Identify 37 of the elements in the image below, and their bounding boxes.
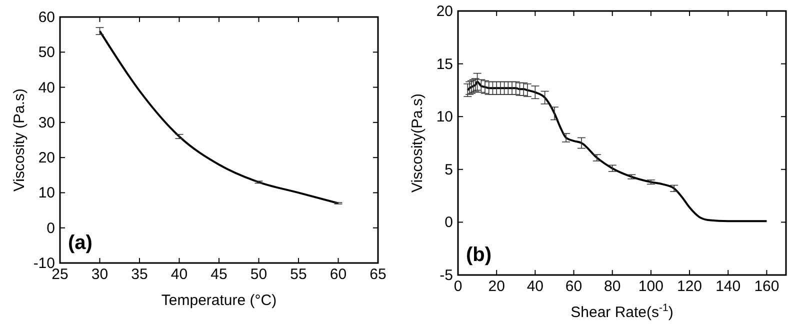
- y-tick-label: 0: [444, 214, 453, 232]
- x-tick-label: 20: [488, 278, 505, 295]
- y-tick-label: 20: [436, 3, 453, 20]
- x-tick-label: 140: [716, 278, 741, 295]
- line-series: [466, 80, 768, 222]
- x-tick-label: 65: [370, 266, 386, 283]
- x-tick-label: 100: [638, 278, 664, 295]
- x-tick-label: 40: [526, 278, 544, 295]
- y-axis-title: Viscosity(Pa.s): [409, 94, 426, 192]
- annotation: (a): [68, 232, 92, 254]
- y-tick-label: 0: [46, 220, 55, 237]
- x-tick-label: 40: [170, 266, 188, 283]
- x-tick-label: 160: [754, 278, 780, 295]
- x-tick-label: 60: [565, 278, 582, 295]
- y-tick-label: 10: [436, 108, 453, 126]
- x-tick-label: 60: [330, 266, 347, 283]
- x-tick-label: 120: [677, 278, 702, 295]
- y-tick-label: 30: [38, 114, 55, 132]
- y-tick-label: -5: [440, 267, 453, 284]
- x-tick-label: 35: [131, 266, 148, 283]
- x-tick-label: 50: [250, 266, 268, 283]
- y-tick-label: 10: [38, 184, 55, 202]
- annotation: (b): [466, 244, 492, 266]
- y-axis-title: Viscosity (Pa.s): [11, 88, 28, 192]
- y-tick-label: 20: [38, 150, 55, 167]
- y-tick-label: 60: [38, 9, 55, 26]
- x-tick-label: 45: [210, 266, 228, 283]
- y-tick-label: 5: [444, 161, 453, 178]
- y-tick-label: 50: [38, 44, 55, 62]
- x-axis-title: Shear Rate(s$^{-1}$): [570, 302, 674, 321]
- line-series: [98, 30, 340, 204]
- y-tick-label: 40: [38, 79, 55, 96]
- x-tick-label: 30: [91, 266, 108, 283]
- x-tick-label: 80: [604, 278, 621, 295]
- x-tick-label: 55: [290, 266, 307, 283]
- y-tick-label: 15: [436, 56, 453, 73]
- x-axis-title: Temperature (°C): [161, 292, 277, 309]
